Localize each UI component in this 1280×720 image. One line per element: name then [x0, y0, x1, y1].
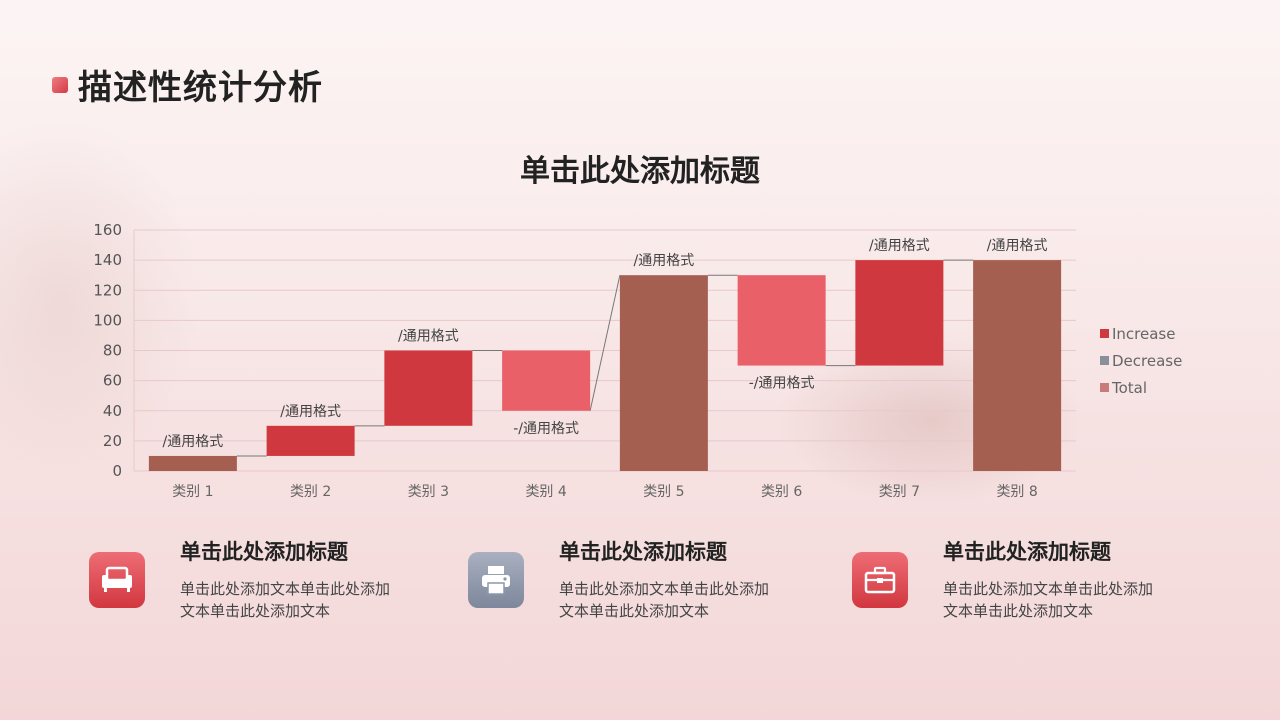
- y-tick-label: 60: [103, 372, 122, 390]
- x-tick-label: 类别 3: [408, 484, 449, 500]
- feature-text: 单击此处添加文本单击此处添加文本单击此处添加文本: [180, 580, 391, 620]
- data-label: /通用格式: [163, 434, 224, 450]
- x-tick-label: 类别 5: [643, 484, 684, 500]
- y-tick-label: 80: [103, 342, 122, 360]
- legend-label: Decrease: [1112, 352, 1182, 370]
- legend-swatch: [1100, 383, 1109, 392]
- legend-label: Increase: [1112, 325, 1175, 343]
- printer-icon: [468, 552, 524, 608]
- y-tick-label: 120: [93, 281, 122, 299]
- waterfall-bar: [148, 455, 237, 471]
- waterfall-bar: [855, 260, 944, 366]
- y-tick-label: 40: [103, 402, 122, 420]
- sofa-icon: [89, 552, 145, 608]
- feature-title: 单击此处添加标题: [943, 540, 1111, 564]
- waterfall-bar: [737, 275, 826, 366]
- feature-text: 单击此处添加文本单击此处添加文本单击此处添加文本: [943, 580, 1154, 620]
- data-label: /通用格式: [634, 253, 695, 269]
- waterfall-bar: [502, 350, 591, 411]
- feature-title: 单击此处添加标题: [180, 540, 348, 564]
- y-tick-label: 0: [112, 462, 122, 480]
- x-tick-label: 类别 8: [996, 484, 1037, 500]
- y-tick-label: 140: [93, 251, 122, 269]
- data-label: /通用格式: [280, 404, 341, 420]
- legend-swatch: [1100, 329, 1109, 338]
- waterfall-bar: [266, 425, 355, 456]
- data-label: /通用格式: [869, 238, 930, 254]
- waterfall-bar: [619, 275, 708, 471]
- y-tick-label: 20: [103, 432, 122, 450]
- data-label: /通用格式: [987, 238, 1048, 254]
- data-label: -/通用格式: [513, 421, 579, 437]
- x-tick-label: 类别 4: [525, 484, 566, 500]
- x-tick-label: 类别 7: [879, 484, 920, 500]
- data-label: /通用格式: [398, 329, 459, 345]
- x-tick-label: 类别 6: [761, 484, 802, 500]
- feature-text: 单击此处添加文本单击此处添加文本单击此处添加文本: [559, 580, 770, 620]
- title-bullet-icon: [52, 76, 68, 93]
- waterfall-bar: [973, 260, 1062, 471]
- y-tick-label: 100: [93, 311, 122, 329]
- waterfall-bar: [384, 350, 473, 426]
- legend-label: Total: [1111, 379, 1147, 397]
- page-header: 描述性统计分析: [52, 60, 323, 109]
- x-tick-label: 类别 2: [290, 484, 331, 500]
- legend-swatch: [1100, 356, 1109, 365]
- y-tick-label: 160: [93, 221, 122, 239]
- page-title: 描述性统计分析: [78, 68, 323, 108]
- feature-title: 单击此处添加标题: [559, 540, 727, 564]
- connector-line: [589, 275, 621, 411]
- toolbox-icon: [852, 552, 908, 608]
- chart-title: 单击此处添加标题: [520, 154, 760, 189]
- x-tick-label: 类别 1: [172, 484, 213, 500]
- data-label: -/通用格式: [749, 376, 815, 392]
